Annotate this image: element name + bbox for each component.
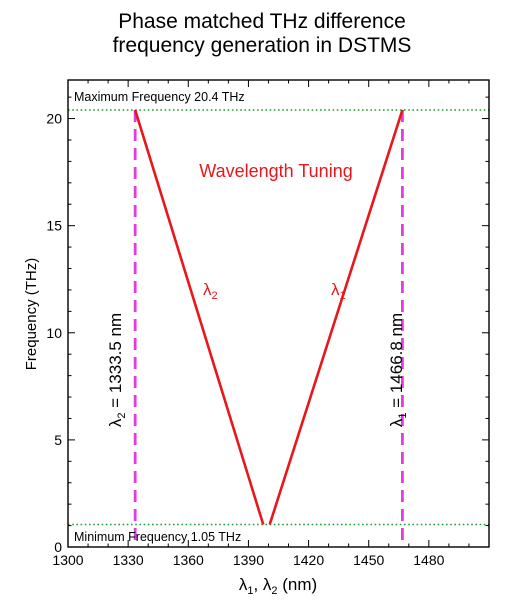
chart-title-line-1: Phase matched THz difference bbox=[118, 10, 406, 33]
lambda1-wavelength-label: λ1 = 1466.8 nm bbox=[387, 313, 409, 427]
chart-title: Phase matched THz difference frequency g… bbox=[0, 10, 524, 58]
y-tick-label: 10 bbox=[46, 325, 62, 341]
min-frequency-label: Minimum Frequency 1.05 THz bbox=[74, 530, 241, 544]
chart-title-line-2: frequency generation in DSTMS bbox=[112, 34, 412, 57]
y-tick-label: 15 bbox=[46, 218, 62, 234]
y-tick-label: 20 bbox=[46, 111, 62, 127]
x-tick-label: 1450 bbox=[353, 552, 384, 568]
x-tick-label: 1330 bbox=[113, 552, 144, 568]
y-tick-label: 5 bbox=[54, 432, 62, 448]
x-tick-label: 1390 bbox=[233, 552, 264, 568]
plot-frame bbox=[67, 79, 490, 548]
y-tick-label: 0 bbox=[54, 539, 62, 555]
lambda2-wavelength-label: λ2 = 1333.5 nm bbox=[106, 313, 128, 427]
x-tick-label: 1420 bbox=[293, 552, 324, 568]
x-tick-label: 1300 bbox=[52, 552, 83, 568]
max-frequency-label: Maximum Frequency 20.4 THz bbox=[74, 90, 245, 104]
y-axis-label: Frequency (THz) bbox=[23, 258, 40, 371]
x-tick-label: 1480 bbox=[413, 552, 444, 568]
series-line-1 bbox=[268, 109, 404, 525]
lambda2-line-annotation: λ2 bbox=[203, 280, 218, 302]
wavelength-tuning-annotation: Wavelength Tuning bbox=[199, 161, 352, 181]
lambda1-line-annotation: λ1 bbox=[331, 280, 346, 302]
x-tick-label: 1360 bbox=[173, 552, 204, 568]
series-line-0 bbox=[133, 109, 265, 525]
x-axis-label: λ1, λ2 (nm) bbox=[239, 575, 317, 597]
